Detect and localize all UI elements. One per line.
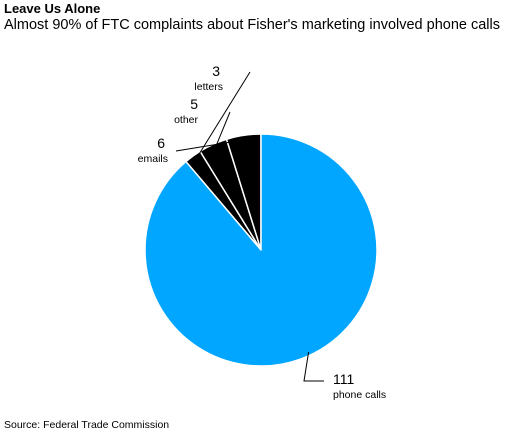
chart-title: Leave Us Alone bbox=[4, 1, 101, 16]
leader-line-emails bbox=[175, 139, 245, 152]
slice-labels: 3 letters 5 other 6 emails 111 phone calls bbox=[138, 63, 386, 401]
slice-label-emails: emails bbox=[138, 153, 168, 165]
slice-label-other: other bbox=[174, 114, 198, 126]
leader-lines bbox=[175, 71, 324, 382]
chart-subtitle: Almost 90% of FTC complaints about Fishe… bbox=[4, 17, 500, 33]
slice-label-letters: letters bbox=[194, 81, 223, 93]
leader-line-other bbox=[214, 111, 231, 149]
source-note: Source: Federal Trade Commission bbox=[4, 419, 170, 431]
leader-line-phone-calls bbox=[303, 351, 324, 382]
slice-value-other: 5 bbox=[190, 96, 198, 112]
leader-line-letters bbox=[195, 71, 251, 161]
pie-slices bbox=[144, 133, 378, 367]
slice-value-phone-calls: 111 bbox=[333, 371, 354, 387]
slice-value-letters: 3 bbox=[212, 63, 220, 79]
slice-value-emails: 6 bbox=[157, 135, 165, 151]
pie-slice-phone-calls bbox=[144, 133, 378, 367]
slice-label-phone-calls: phone calls bbox=[333, 389, 386, 401]
